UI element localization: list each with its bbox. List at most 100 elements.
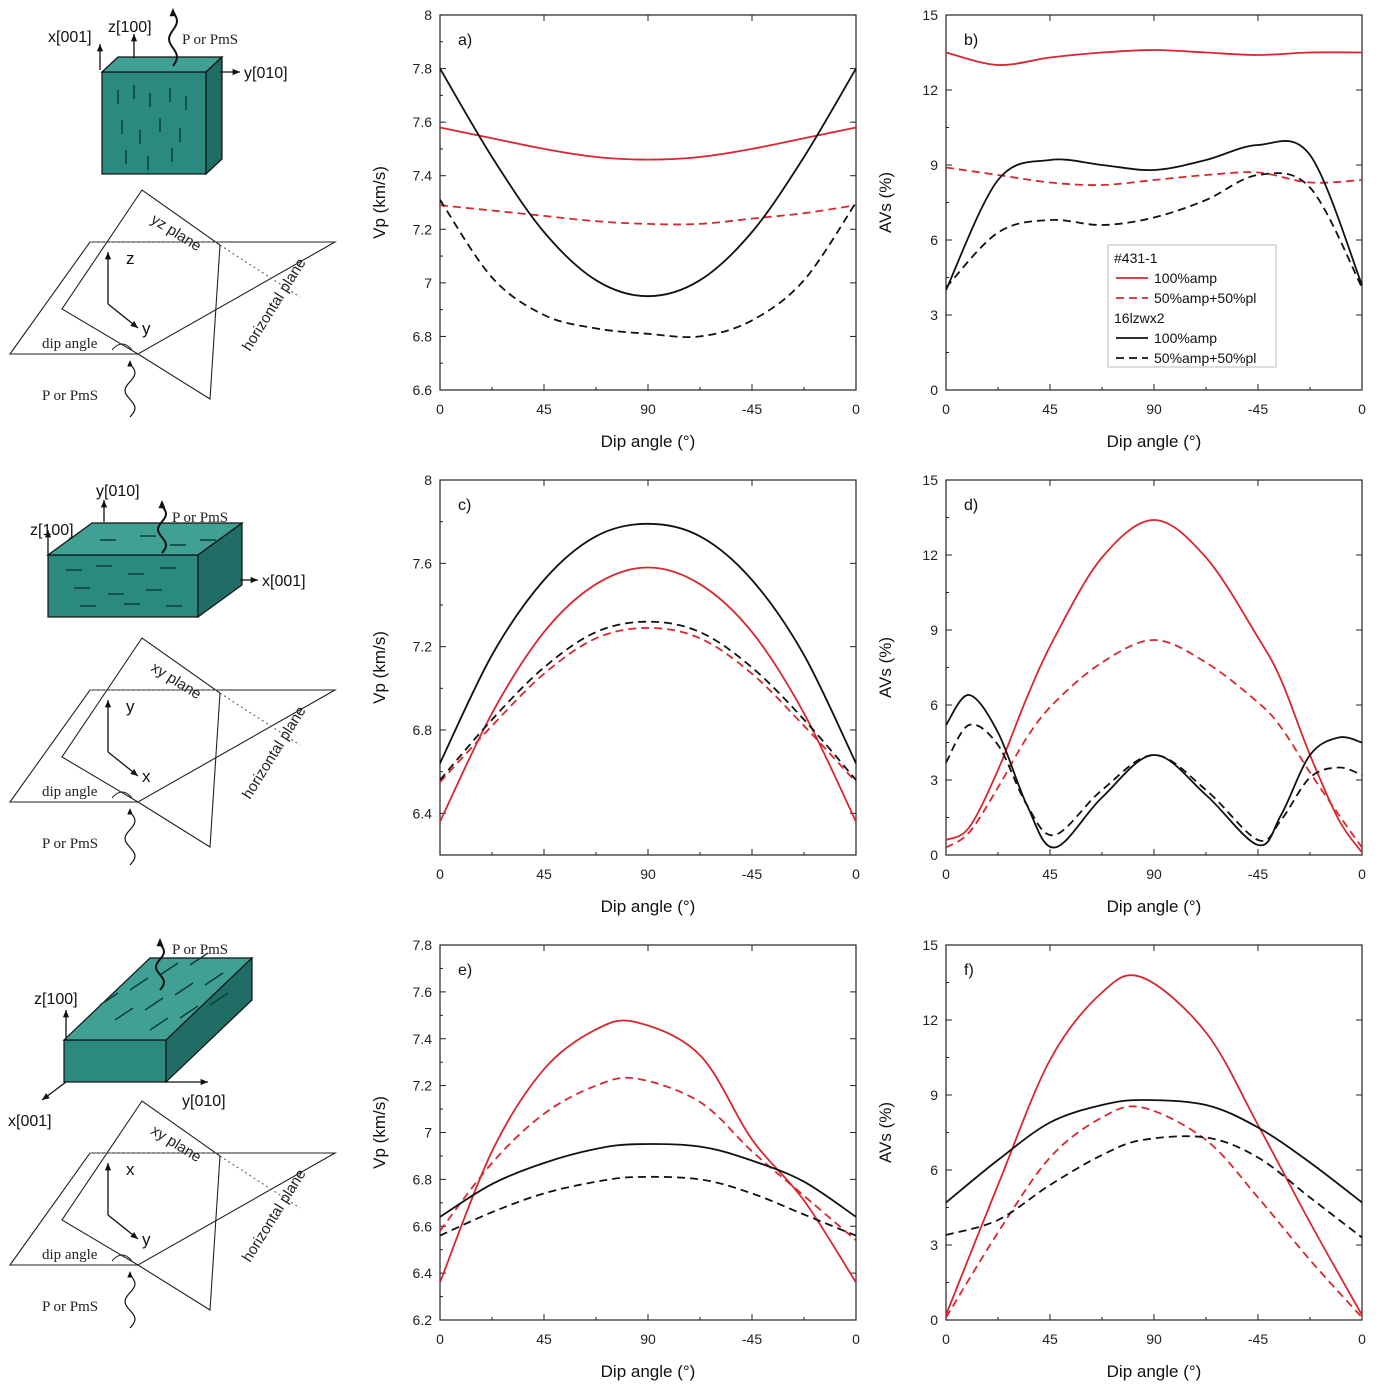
y-tick-label: 0 — [930, 847, 938, 863]
crystal-cube-side — [197, 521, 243, 619]
x-tick-label: 90 — [1146, 1331, 1162, 1347]
y-axis-label: Vp (km/s) — [370, 166, 389, 239]
cube-axis-label: z[100] — [34, 991, 78, 1008]
series-line-red-dashed — [945, 166, 1363, 186]
series-line-black-dashed — [439, 1175, 857, 1237]
grain-mark — [114, 1007, 134, 1021]
y-tick-label: 6.8 — [413, 722, 433, 738]
panel-label: d) — [964, 497, 978, 514]
legend-box — [1107, 244, 1277, 368]
internal-axis-b-label: x — [142, 767, 151, 786]
plane-label: xy plane — [148, 1122, 204, 1166]
cube-axis-y-head — [200, 1078, 208, 1086]
wave-top-head — [169, 8, 177, 17]
panel-label: f) — [964, 962, 974, 979]
wave-top-head — [156, 938, 164, 947]
chart-panel-a: 6.6 6.8 7 7.2 7.4 7.6 7.8 8 0 45 90 -45 0 Dip angle (… — [370, 7, 860, 451]
crystal-cube-side — [205, 55, 223, 176]
x-tick-label: 90 — [1146, 401, 1162, 417]
wave-bottom — [124, 363, 136, 418]
cube-axis-label: y[010] — [96, 483, 140, 500]
y-axis-label: AVs (%) — [876, 637, 895, 698]
hidden-edge-2 — [219, 244, 301, 298]
cube-axis-y-head — [100, 500, 108, 508]
y-tick-label: 3 — [930, 1237, 938, 1253]
plot-frame — [945, 479, 1363, 856]
internal-axis-a-head — [104, 1163, 112, 1171]
x-tick-label: 90 — [1146, 866, 1162, 882]
y-axis-label: AVs (%) — [876, 172, 895, 233]
legend-entry-label: 50%amp+50%pl — [1154, 350, 1256, 366]
y-axis-label: Vp (km/s) — [370, 631, 389, 704]
crystal-cube-front — [101, 71, 207, 175]
y-tick-label: 6.8 — [413, 1171, 433, 1187]
internal-axis-a-label: y — [126, 697, 135, 716]
chart-panel-f: 0 3 6 9 12 15 0 45 90 -45 0 Dip angle (°) AVs (%) f) — [876, 937, 1366, 1381]
grain-mark — [179, 1005, 199, 1019]
y-tick-label: 9 — [930, 1087, 938, 1103]
y-tick-label: 7.2 — [413, 221, 433, 237]
plane-label: xy plane — [148, 659, 204, 703]
y-tick-label: 15 — [922, 937, 938, 953]
dipping-plane-outline — [61, 189, 221, 400]
y-tick-label: 7.8 — [413, 937, 433, 953]
diagram-2: z[100] y[010] x[001] P or PmS xy plane horizo… — [8, 483, 338, 866]
internal-axis-a-head — [104, 252, 112, 260]
wave-label-top: P or PmS — [182, 32, 238, 48]
y-tick-label: 7.6 — [413, 114, 433, 130]
internal-axis-a-label: z — [126, 249, 135, 268]
plane-label: yz plane — [148, 211, 204, 255]
crystal-cube-front — [47, 554, 199, 618]
horizontal-plane-outline — [8, 241, 338, 355]
y-tick-label: 8 — [424, 7, 432, 23]
y-tick-label: 0 — [930, 382, 938, 398]
x-tick-label: 45 — [1042, 866, 1058, 882]
x-tick-label: -45 — [1248, 401, 1268, 417]
dip-arc — [111, 1254, 133, 1262]
wave-label-bottom: P or PmS — [42, 1299, 98, 1315]
diagram-3: z[100] x[001] y[010] P or PmS xy plane horizo… — [8, 938, 338, 1329]
wave-bottom-head — [127, 1271, 133, 1278]
internal-axis-b-label: y — [142, 319, 151, 338]
wave-label-bottom: P or PmS — [42, 836, 98, 852]
y-tick-label: 7.2 — [413, 1078, 433, 1094]
x-tick-label: 90 — [640, 401, 656, 417]
crystal-cube-front — [63, 1039, 167, 1083]
internal-axis-a-label: x — [126, 1160, 135, 1179]
series-line-red-solid — [439, 126, 857, 161]
x-axis-label: Dip angle (°) — [1107, 432, 1202, 451]
series-line-black-solid — [945, 1099, 1363, 1204]
series-line-black-dashed — [945, 723, 1363, 842]
spacer2 — [62, 1101, 210, 1310]
x-tick-label: 0 — [852, 1331, 860, 1347]
x-tick-label: 0 — [436, 1331, 444, 1347]
crystal-cube-top — [100, 56, 224, 73]
series-line-black-solid — [945, 140, 1363, 291]
x-tick-label: 0 — [942, 1331, 950, 1347]
y-tick-label: 7 — [424, 275, 432, 291]
dip-arc — [111, 343, 133, 351]
chart-panel-d: 0 3 6 9 12 15 0 45 90 -45 0 Dip angle (°) AVs (%) d) — [876, 472, 1366, 916]
dip-angle-label: dip angle — [42, 1247, 98, 1263]
y-tick-label: 6.2 — [413, 1312, 433, 1328]
series-line-red-dashed — [439, 204, 857, 226]
grain-mark — [99, 992, 119, 1006]
spacer2 — [62, 190, 210, 399]
y-axis-label: AVs (%) — [876, 1102, 895, 1163]
series-line-red-solid — [945, 974, 1363, 1316]
series-line-red-dashed — [439, 1076, 857, 1241]
x-tick-label: -45 — [742, 1331, 762, 1347]
panel-label: e) — [458, 962, 472, 979]
series-line-black-dashed — [439, 620, 857, 781]
y-tick-label: 6 — [930, 1162, 938, 1178]
wave-label-top: P or PmS — [172, 942, 228, 958]
dip-angle-label: dip angle — [42, 784, 98, 800]
legend-group-title: 16lzwx2 — [1114, 310, 1165, 326]
cube-axis-z-head — [44, 530, 52, 538]
series-line-black-dashed — [439, 199, 857, 339]
cube-axis-x-head — [250, 576, 258, 584]
x-axis-label: Dip angle (°) — [601, 432, 696, 451]
wave-bottom-head — [127, 808, 133, 815]
plot-frame — [945, 944, 1363, 1321]
